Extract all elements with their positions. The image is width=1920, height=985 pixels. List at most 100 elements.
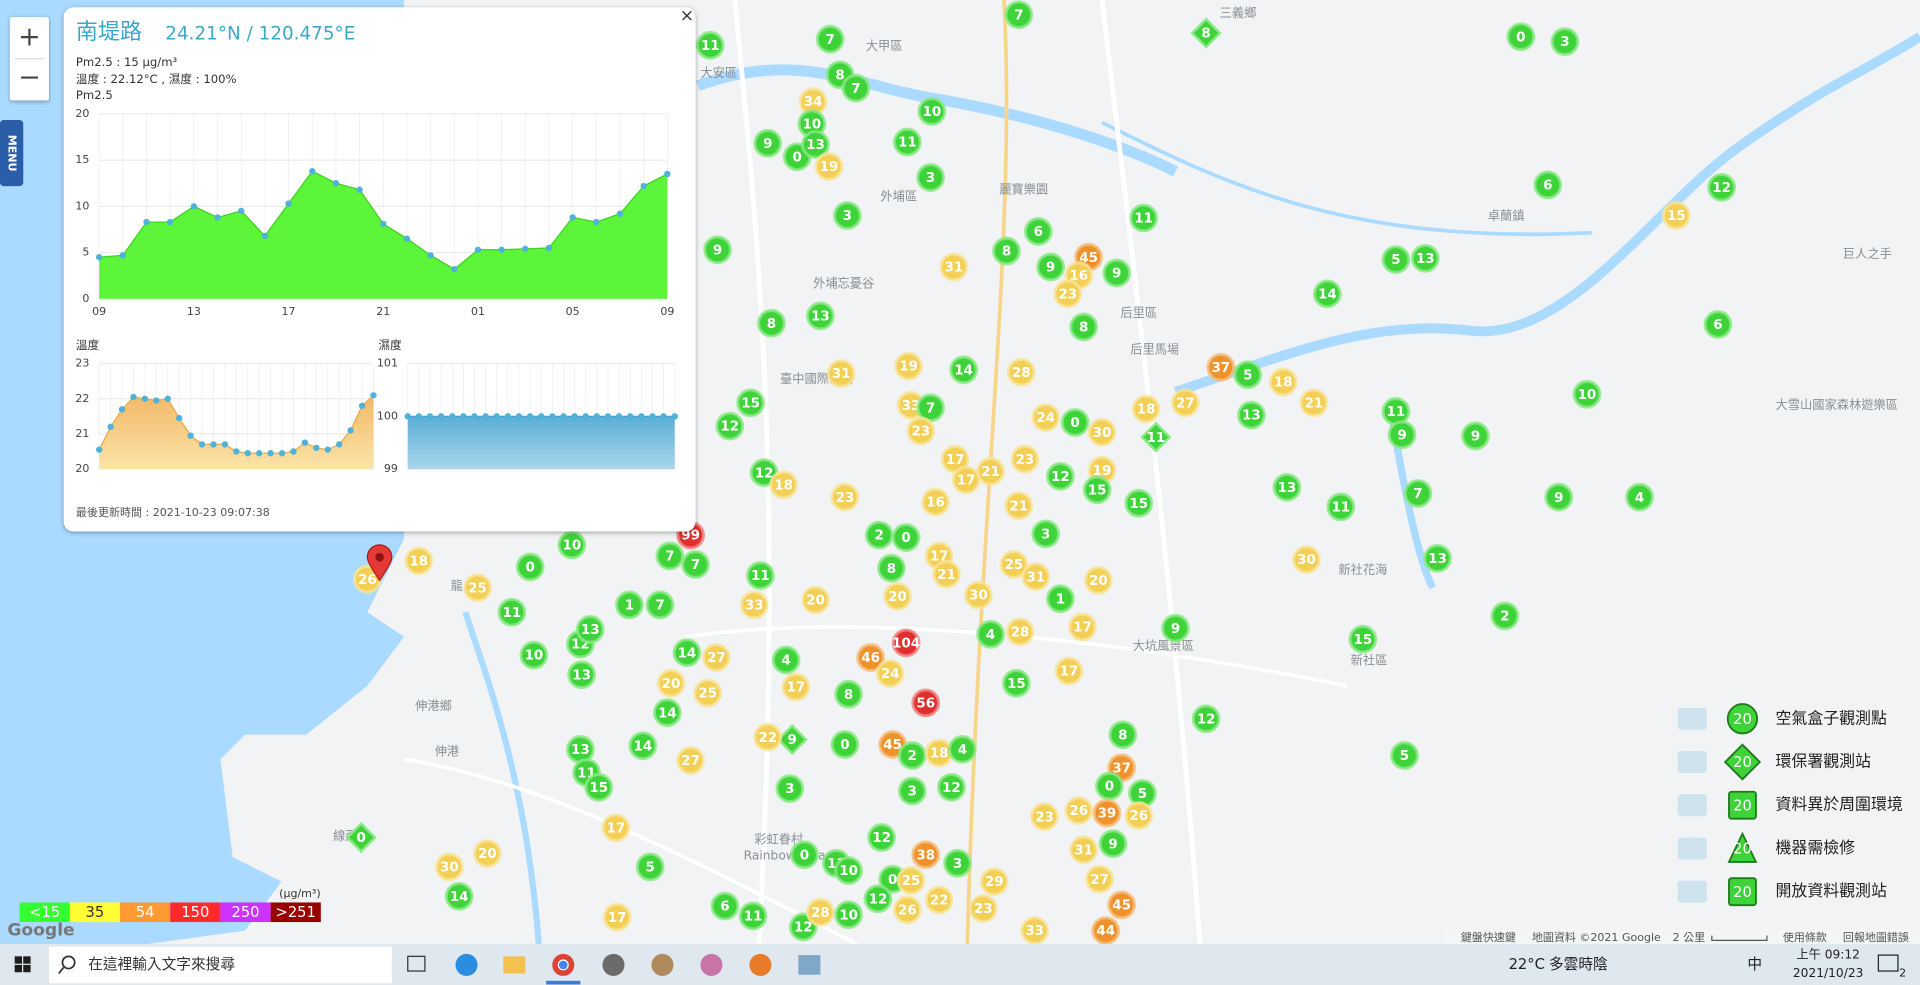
station-marker[interactable]: 7: [681, 550, 710, 579]
station-marker[interactable]: 17: [781, 672, 811, 702]
station-marker[interactable]: 23: [830, 482, 860, 512]
station-marker[interactable]: 26: [1124, 801, 1154, 830]
station-marker[interactable]: 44: [1091, 916, 1121, 946]
station-marker[interactable]: 19: [894, 351, 923, 381]
station-marker[interactable]: 4: [1625, 482, 1654, 512]
station-marker[interactable]: 0: [830, 730, 860, 759]
station-marker[interactable]: 20: [1083, 566, 1113, 595]
station-marker[interactable]: 27: [1170, 388, 1200, 418]
start-button[interactable]: [14, 956, 31, 973]
station-marker[interactable]: 30: [1292, 545, 1321, 574]
station-marker[interactable]: 11: [1381, 397, 1411, 426]
station-marker[interactable]: 5: [1390, 741, 1419, 770]
station-marker[interactable]: 34: [798, 87, 828, 117]
station-marker[interactable]: 7: [645, 590, 675, 620]
app-icon[interactable]: [798, 955, 821, 975]
station-marker[interactable]: 18: [924, 738, 954, 768]
station-marker[interactable]: 9: [1161, 613, 1190, 643]
station-marker[interactable]: 18: [404, 546, 434, 576]
station-marker[interactable]: 26: [1064, 796, 1094, 826]
station-marker[interactable]: 8: [877, 553, 906, 583]
station-marker[interactable]: 30: [963, 580, 993, 610]
weather-desc[interactable]: 多雲時陰: [1549, 955, 1608, 973]
station-marker[interactable]: 21: [1004, 491, 1034, 521]
station-marker[interactable]: 6: [710, 891, 740, 921]
station-marker[interactable]: 13: [1237, 400, 1266, 430]
station-marker[interactable]: 10: [557, 530, 587, 560]
station-marker[interactable]: 27: [701, 643, 731, 672]
station-marker[interactable]: 28: [1006, 357, 1036, 387]
station-marker[interactable]: 8: [1108, 720, 1138, 750]
station-marker[interactable]: 27: [1085, 864, 1114, 894]
zoom-out[interactable]: −: [18, 62, 41, 93]
station-marker[interactable]: 6: [1023, 217, 1053, 246]
station-marker[interactable]: 18: [769, 470, 799, 500]
station-marker[interactable]: 30: [435, 852, 464, 882]
station-marker[interactable]: 12: [749, 458, 779, 488]
station-marker[interactable]: 5: [635, 852, 665, 882]
station-marker[interactable]: 0: [1506, 22, 1536, 52]
station-marker[interactable]: 13: [806, 301, 835, 331]
station-marker[interactable]: 6: [1703, 310, 1733, 339]
station-marker[interactable]: 17: [951, 465, 981, 495]
station-marker[interactable]: 3: [775, 774, 805, 803]
station-marker[interactable]: 37: [1206, 352, 1236, 382]
station-marker[interactable]: 11: [1326, 492, 1356, 522]
station-marker[interactable]: 20: [656, 668, 686, 698]
station-marker[interactable]: 11: [1140, 421, 1172, 453]
station-marker[interactable]: 17: [1068, 612, 1097, 642]
app-icon[interactable]: [749, 953, 772, 976]
station-marker[interactable]: 14: [1312, 279, 1342, 309]
station-marker[interactable]: 10: [519, 640, 549, 670]
station-marker[interactable]: 20: [883, 581, 912, 611]
station-marker[interactable]: 15: [1001, 668, 1031, 698]
station-marker[interactable]: 10: [834, 856, 863, 886]
station-marker[interactable]: 7: [815, 24, 845, 54]
station-marker[interactable]: 12: [863, 884, 893, 914]
station-marker[interactable]: 13: [1423, 543, 1452, 573]
station-marker[interactable]: 26: [892, 895, 922, 925]
zoom-in[interactable]: +: [18, 21, 41, 52]
station-marker[interactable]: 13: [1410, 243, 1440, 273]
station-marker[interactable]: 22: [924, 885, 954, 915]
station-marker[interactable]: 14: [444, 881, 474, 911]
station-marker[interactable]: 21: [932, 559, 961, 589]
station-marker[interactable]: 10: [834, 900, 863, 930]
station-marker[interactable]: 28: [806, 897, 835, 927]
station-marker[interactable]: 15: [1082, 475, 1112, 505]
station-marker[interactable]: 31: [939, 252, 969, 282]
station-marker[interactable]: 3: [916, 163, 945, 192]
station-marker[interactable]: 13: [1272, 472, 1302, 502]
station-marker[interactable]: 7: [655, 541, 685, 571]
station-marker[interactable]: 21: [976, 457, 1005, 486]
station-marker[interactable]: 15: [736, 388, 765, 418]
station-marker[interactable]: 3: [1031, 519, 1061, 549]
app-icon[interactable]: [651, 953, 674, 976]
station-marker[interactable]: 9: [1461, 421, 1490, 451]
station-marker[interactable]: 4: [976, 619, 1005, 649]
station-marker[interactable]: 1: [1046, 584, 1075, 614]
station-marker[interactable]: 9: [1036, 252, 1065, 282]
station-marker[interactable]: 17: [601, 813, 631, 843]
notification-icon[interactable]: [1877, 954, 1899, 972]
station-marker[interactable]: 38: [911, 840, 941, 870]
station-marker[interactable]: 26: [352, 564, 382, 594]
station-marker[interactable]: 9: [1098, 829, 1128, 859]
station-marker[interactable]: 5: [1233, 360, 1263, 390]
station-marker[interactable]: 31: [1069, 835, 1099, 865]
station-marker[interactable]: 9: [1387, 420, 1417, 450]
station-marker[interactable]: 7: [1004, 0, 1034, 30]
station-marker[interactable]: 0: [790, 840, 819, 870]
station-marker[interactable]: 104: [891, 628, 921, 658]
station-marker[interactable]: 13: [575, 615, 605, 644]
station-marker[interactable]: 11: [892, 127, 922, 157]
station-marker[interactable]: 25: [693, 678, 723, 708]
station-marker[interactable]: 11: [746, 561, 775, 590]
station-marker[interactable]: 3: [832, 201, 862, 230]
station-marker[interactable]: 15: [584, 772, 614, 802]
station-marker[interactable]: 10: [797, 109, 827, 139]
station-marker[interactable]: 17: [1054, 656, 1084, 686]
station-marker[interactable]: 23: [1010, 444, 1040, 474]
station-marker[interactable]: 2: [1490, 601, 1520, 631]
station-marker[interactable]: 12: [715, 411, 745, 441]
